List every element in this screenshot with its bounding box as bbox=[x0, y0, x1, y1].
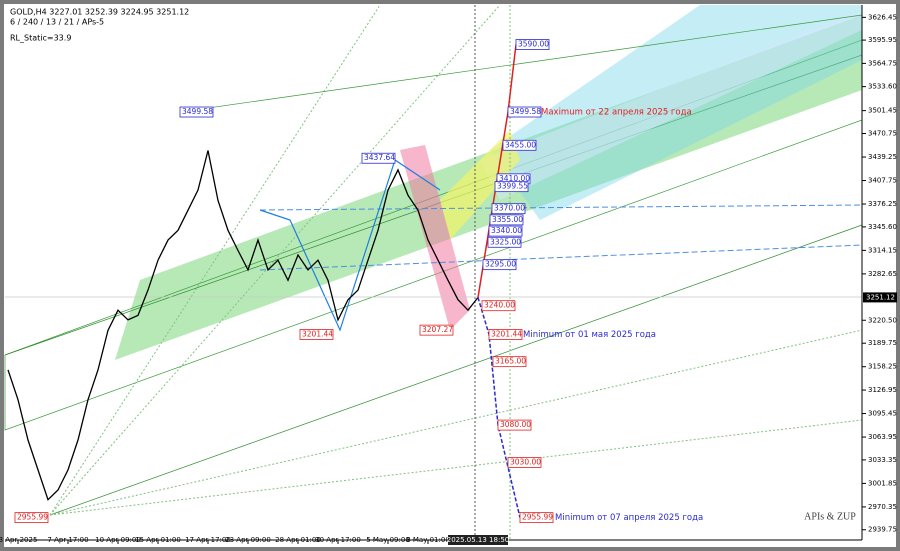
y-tick-label: 3626.45 bbox=[868, 13, 897, 21]
y-tick-label: 3095.45 bbox=[868, 410, 897, 418]
y-tick-label: 3033.35 bbox=[868, 456, 897, 464]
level-box bbox=[507, 106, 542, 118]
y-tick-label: 3439.25 bbox=[868, 153, 897, 161]
y-tick-label: 3376.25 bbox=[868, 200, 897, 208]
light-channel bbox=[480, 10, 862, 200]
time-label-box bbox=[448, 535, 508, 545]
x-tick-label: 23 Apr 09:00 bbox=[225, 536, 271, 544]
y-tick-label: 3345.60 bbox=[868, 223, 897, 231]
level-label: 3590.00 bbox=[518, 40, 549, 49]
level-label: 2955.99 bbox=[522, 513, 553, 522]
y-tick-label: 3501.45 bbox=[868, 107, 897, 115]
level-box bbox=[491, 203, 526, 215]
chart-subtitle: 6 / 240 / 13 / 21 / APs-5 bbox=[10, 18, 104, 27]
y-tick-label: 3158.25 bbox=[868, 363, 897, 371]
level-box bbox=[492, 356, 527, 368]
level-label: 3080.00 bbox=[500, 420, 531, 429]
wave-line bbox=[259, 159, 441, 332]
x-tick-label: 15 Apr 01:00 bbox=[135, 536, 181, 544]
y-tick-label: 3564.75 bbox=[868, 59, 897, 67]
level-box bbox=[361, 152, 396, 164]
current-price-box bbox=[863, 292, 897, 303]
level-label: 3201.44 bbox=[491, 329, 522, 338]
level-label: 3325.00 bbox=[490, 237, 521, 246]
level-label: 3499.58 bbox=[182, 107, 213, 116]
x-tick-label: 10 Apr 09:00 bbox=[95, 536, 141, 544]
level-box bbox=[494, 181, 529, 193]
price-line bbox=[7, 150, 479, 501]
indicator-label: RL_Static=33.9 bbox=[10, 34, 71, 43]
x-tick-label: 3 Apr 2025 bbox=[0, 536, 37, 544]
level-box bbox=[419, 324, 454, 336]
x-tick-label: 30 Apr 17:00 bbox=[315, 536, 361, 544]
y-tick-label: 3533.60 bbox=[868, 83, 897, 91]
level-label: 3455.00 bbox=[505, 140, 536, 149]
dashed-line bbox=[259, 204, 863, 211]
chart-title: GOLD,H4 3227.01 3252.39 3224.95 3251.12 bbox=[10, 8, 189, 17]
channel-line bbox=[179, 14, 863, 113]
level-label: 3201.44 bbox=[302, 329, 333, 338]
level-box bbox=[14, 512, 49, 524]
level-box bbox=[482, 259, 517, 271]
fan-line bbox=[49, 4, 501, 516]
level-label: 3240.00 bbox=[484, 301, 515, 310]
y-tick-label: 3470.75 bbox=[868, 130, 897, 138]
y-tick-label: 2970.35 bbox=[868, 503, 897, 511]
y-tick-label: 3314.15 bbox=[868, 246, 897, 254]
y-tick-label: 3220.50 bbox=[868, 316, 897, 324]
level-box bbox=[497, 419, 532, 431]
x-tick-label: 2025.05.13 18:50 bbox=[447, 536, 509, 544]
level-box bbox=[515, 39, 550, 50]
level-label: 3030.00 bbox=[510, 457, 541, 466]
note: Minimum от 07 апреля 2025 года bbox=[555, 513, 703, 523]
level-box bbox=[502, 139, 537, 151]
level-box bbox=[488, 329, 523, 340]
level-label: 3499.58 bbox=[510, 107, 541, 116]
level-label: 3165.00 bbox=[495, 357, 526, 366]
level-box bbox=[481, 300, 516, 312]
level-label: 3355.00 bbox=[492, 215, 523, 224]
y-tick-label: 3282.65 bbox=[868, 270, 897, 278]
level-box bbox=[179, 106, 214, 118]
y-tick-label: 3001.85 bbox=[868, 479, 897, 487]
level-box bbox=[519, 512, 554, 524]
current-price: 3251.12 bbox=[866, 293, 895, 301]
level-label: 3207.27 bbox=[422, 325, 453, 334]
level-box bbox=[488, 225, 523, 237]
y-tick-label: 3126.95 bbox=[868, 386, 897, 394]
x-tick-label: 7 Apr 17:00 bbox=[47, 536, 88, 544]
level-label: 3410.00 bbox=[499, 174, 530, 183]
x-tick-label: 5 May 09:00 bbox=[366, 536, 410, 544]
level-box bbox=[489, 214, 524, 226]
y-tick-label: 3189.75 bbox=[868, 339, 897, 347]
pink-zone bbox=[400, 145, 470, 330]
x-tick-label: 8 May 01:00 bbox=[406, 536, 450, 544]
fan-line bbox=[49, 4, 381, 516]
level-label: 3399.55 bbox=[497, 182, 528, 191]
fan-line bbox=[49, 329, 863, 516]
channels bbox=[4, 4, 863, 540]
level-box bbox=[487, 236, 522, 248]
fan-line bbox=[49, 419, 863, 516]
level-box bbox=[507, 456, 542, 468]
level-label: 3370.00 bbox=[494, 204, 525, 213]
y-tick-label: 3595.95 bbox=[868, 36, 897, 44]
y-tick-label: 2939.75 bbox=[868, 526, 897, 534]
level-label: 3295.00 bbox=[485, 260, 516, 269]
level-label: 3437.64 bbox=[364, 153, 395, 162]
x-tick-label: 28 Apr 01:00 bbox=[275, 536, 321, 544]
note: Maximum от 22 апреля 2025 года bbox=[541, 108, 692, 118]
y-tick-label: 3063.95 bbox=[868, 433, 897, 441]
note: Minimum от 01 мая 2025 года bbox=[523, 330, 656, 340]
level-label: 3340.00 bbox=[491, 226, 522, 235]
watermark: APIs & ZUP bbox=[804, 511, 856, 522]
y-tick-label: 3407.75 bbox=[868, 177, 897, 185]
level-box bbox=[299, 329, 334, 340]
channel-line bbox=[49, 224, 863, 516]
x-tick-label: 17 Apr 17:00 bbox=[185, 536, 231, 544]
forecast-down bbox=[477, 297, 521, 518]
level-label: 2955.99 bbox=[17, 513, 48, 522]
